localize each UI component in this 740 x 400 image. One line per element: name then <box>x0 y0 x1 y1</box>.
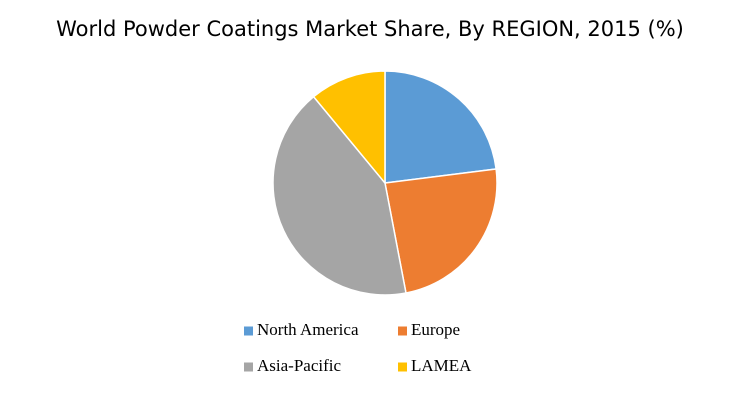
pie-slice <box>384 70 497 184</box>
legend-swatch <box>244 326 253 336</box>
chart-title: World Powder Coatings Market Share, By R… <box>56 17 684 41</box>
legend-swatch <box>398 362 407 372</box>
legend-swatch <box>244 362 253 372</box>
legend-label: North America <box>257 320 359 339</box>
pie-slice <box>384 168 498 294</box>
legend-label: Asia-Pacific <box>257 356 341 375</box>
pie-slice <box>312 70 386 186</box>
legend-label: LAMEA <box>411 356 472 375</box>
legend-label: Europe <box>411 320 460 339</box>
legend-swatch <box>398 326 407 336</box>
pie-slice <box>272 95 407 296</box>
